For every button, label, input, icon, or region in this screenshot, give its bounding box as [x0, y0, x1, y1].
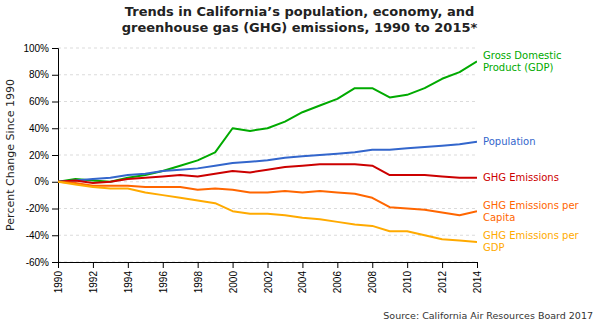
- tick-mark: [52, 75, 58, 76]
- tick: 1994: [123, 262, 134, 293]
- tick-label: 1992: [88, 271, 99, 294]
- tick: 2000: [228, 262, 239, 293]
- tick: 1996: [158, 262, 169, 293]
- y-axis: -60% -40% -20% 0% 20% 40% 60% 80% 100%: [23, 43, 58, 268]
- end-labels: Gross DomesticProduct (GDP) Population GHG…: [483, 50, 580, 254]
- axis-line: [52, 49, 59, 263]
- tick: -60%: [26, 257, 58, 268]
- tick-label: 1998: [193, 271, 204, 294]
- tick: 2006: [332, 262, 343, 293]
- tick-mark: [52, 102, 58, 103]
- chart: 1990 1992 1994 1996 1998 2000 2002 2004 2006 2008…: [0, 0, 599, 324]
- tick: 1992: [88, 262, 99, 293]
- tick-mark: [93, 262, 94, 268]
- tick-mark: [128, 262, 129, 268]
- tick-label: 1994: [123, 271, 134, 294]
- tick-mark: [233, 262, 234, 268]
- tick-label: 20%: [29, 150, 49, 161]
- tick: 2014: [472, 262, 483, 293]
- tick-mark: [302, 262, 303, 268]
- tick: 1998: [193, 262, 204, 293]
- tick-label: 100%: [23, 43, 49, 54]
- plot: 1990 1992 1994 1996 1998 2000 2002 2004 2006 2008…: [23, 43, 579, 294]
- grid-line: [58, 48, 477, 49]
- tick-mark: [52, 48, 58, 49]
- tick-label: 0%: [35, 176, 50, 187]
- tick-label: 2010: [402, 271, 413, 294]
- tick-mark: [268, 262, 269, 268]
- tick: 2010: [402, 262, 413, 293]
- series-label: GHG Emissions: [483, 172, 559, 183]
- tick: 2008: [367, 262, 378, 293]
- tick: -20%: [26, 203, 58, 214]
- tick-label: 80%: [29, 69, 49, 80]
- tick-mark: [52, 128, 58, 129]
- tick-mark: [407, 262, 408, 268]
- tick-label: 2014: [472, 271, 483, 294]
- tick: 20%: [29, 150, 58, 161]
- series-line: [58, 164, 477, 183]
- tick-label: 1990: [53, 271, 64, 294]
- tick-label: 1996: [158, 271, 169, 294]
- series-label: GHG Emissions perCapita: [483, 200, 580, 223]
- title: Trends in California’s population, econo…: [122, 4, 478, 35]
- lines: [58, 61, 477, 242]
- series-label: Population: [483, 136, 536, 147]
- tick: 1990: [53, 262, 64, 293]
- tick-mark: [442, 262, 443, 268]
- tick-mark: [372, 262, 373, 268]
- tick: 2002: [263, 262, 274, 293]
- tick: 0%: [35, 176, 58, 187]
- tick-label: -60%: [26, 257, 49, 268]
- series-label: Gross DomesticProduct (GDP): [483, 50, 561, 73]
- tick-label: -40%: [26, 230, 49, 241]
- tick-mark: [198, 262, 199, 268]
- x-axis: 1990 1992 1994 1996 1998 2000 2002 2004 2006 2008…: [53, 262, 483, 293]
- y-axis-title: Percent Change Since 1990: [4, 79, 17, 231]
- axis-line: [59, 263, 478, 269]
- annotation: Source: California Air Resources Board 2…: [383, 310, 593, 321]
- tick-mark: [477, 262, 478, 268]
- grid: [58, 48, 477, 262]
- tick: 2012: [437, 262, 448, 293]
- tick-label: 40%: [29, 123, 49, 134]
- tick-mark: [52, 209, 58, 210]
- tick-mark: [52, 262, 58, 263]
- tick-label: -20%: [26, 203, 49, 214]
- tick: -40%: [26, 230, 58, 241]
- tick: 60%: [29, 96, 58, 107]
- tick-mark: [52, 155, 58, 156]
- tick: 2004: [297, 262, 308, 293]
- grid-line: [58, 235, 477, 236]
- tick-label: 2002: [263, 271, 274, 294]
- tick-label: 2000: [228, 271, 239, 294]
- series-line: [58, 182, 477, 242]
- grid-line: [58, 74, 477, 75]
- tick-label: 2008: [367, 271, 378, 294]
- tick-mark: [337, 262, 338, 268]
- tick-mark: [52, 182, 58, 183]
- series-line: [58, 61, 477, 181]
- tick-label: 2006: [332, 271, 343, 294]
- series-label: GHG Emissions perGDP: [483, 230, 580, 253]
- grid-line: [58, 155, 477, 156]
- tick-label: 60%: [29, 96, 49, 107]
- tick-mark: [52, 235, 58, 236]
- tick: 80%: [29, 69, 58, 80]
- grid-line: [58, 101, 477, 102]
- tick-label: 2012: [437, 271, 448, 294]
- tick-label: 2004: [297, 271, 308, 294]
- series-line: [58, 182, 477, 215]
- grid-line: [58, 181, 477, 182]
- tick-mark: [163, 262, 164, 268]
- tick: 40%: [29, 123, 58, 134]
- tick: 100%: [23, 43, 58, 54]
